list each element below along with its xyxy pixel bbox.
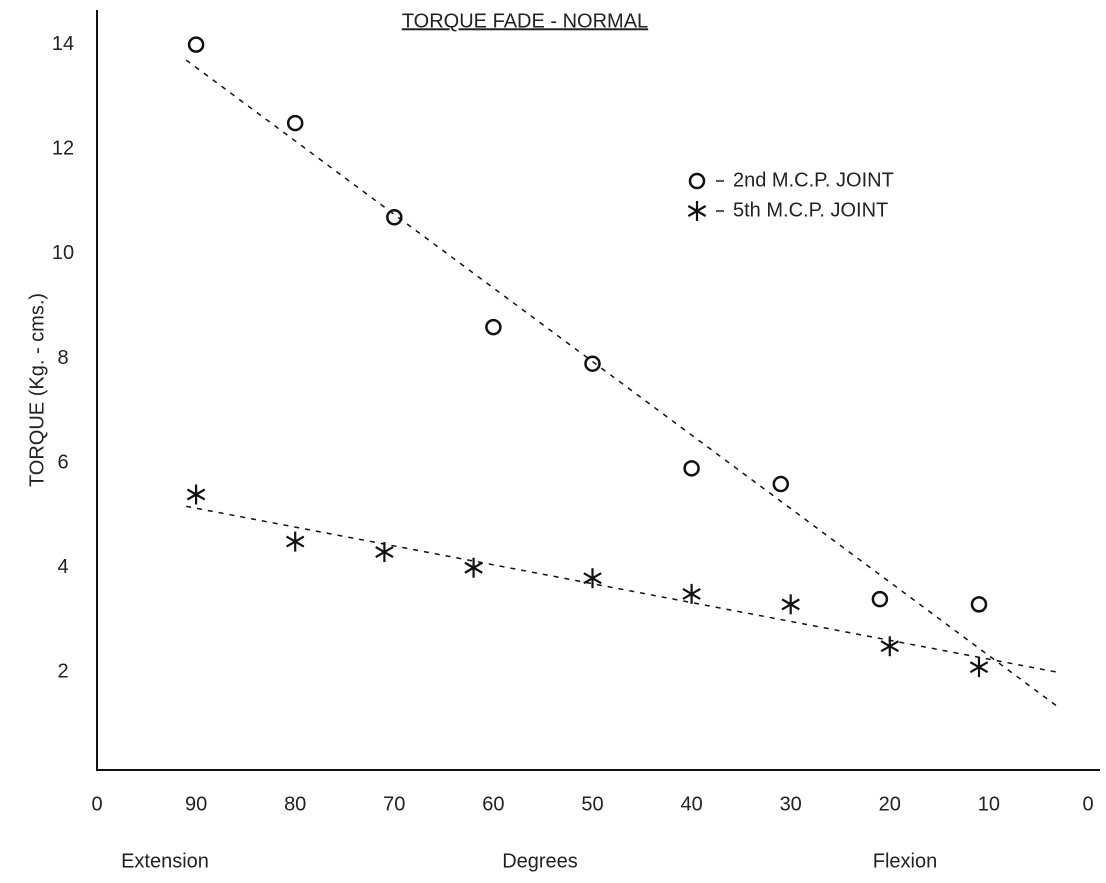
marker-stroke [583,572,602,585]
marker-stroke [687,205,707,217]
marker-stroke [186,488,206,501]
x-tick-label: 90 [185,793,207,815]
x-tick-label: 20 [879,793,901,815]
marker-stroke [781,598,800,611]
x-tick-label: 40 [680,793,702,815]
legend-marker [687,201,707,221]
trend-line [185,59,1059,708]
data-point [485,318,502,336]
data-point [286,114,304,132]
legend-marker [688,172,706,190]
x-tick-label: 30 [780,793,802,815]
legend-label: 5th M.C.P. JOINT [733,199,888,221]
data-point [781,594,800,615]
y-tick-label: 6 [57,451,68,473]
x-tick-label: 0 [91,793,102,815]
x-tick-label: 10 [978,793,1000,815]
marker-stroke [375,546,394,559]
trend-line [186,505,1059,674]
data-point [583,568,602,589]
data-point [375,542,394,563]
legend-label: 2nd M.C.P. JOINT [733,169,894,191]
data-point [880,636,900,657]
marker-stroke [682,587,701,600]
chart-title: TORQUE FADE - NORMAL [402,10,648,32]
marker-stroke [880,640,900,653]
marker-stroke [969,661,989,674]
y-tick-label: 14 [52,33,74,55]
y-tick-label: 12 [52,138,74,160]
annotation: Flexion [873,850,937,872]
y-tick-label: 2 [57,661,68,683]
marker-stroke [285,535,305,548]
data-point [970,596,988,613]
data-point [871,590,889,608]
y-tick-label: 4 [57,556,68,578]
x-tick-label: 70 [383,793,405,815]
data-point [969,657,989,678]
data-point [186,484,206,505]
x-tick-label: 50 [581,793,603,815]
y-tick-label: 10 [52,242,74,264]
y-axis-label: TORQUE (Kg. - cms.) [26,293,48,487]
data-point [464,557,483,578]
data-point [682,583,701,604]
data-point [386,209,403,226]
data-point [285,531,305,552]
x-tick-label: 60 [482,793,504,815]
annotation: Extension [121,850,209,872]
x-tick-label: 80 [284,793,306,815]
x-axis-label: Degrees [502,850,578,872]
x-tick-label: 0 [1082,793,1093,815]
y-tick-label: 8 [57,347,68,369]
data-point [683,460,700,477]
data-point [584,355,601,372]
data-point [187,36,205,53]
marker-stroke [464,561,483,574]
data-point [772,475,790,493]
